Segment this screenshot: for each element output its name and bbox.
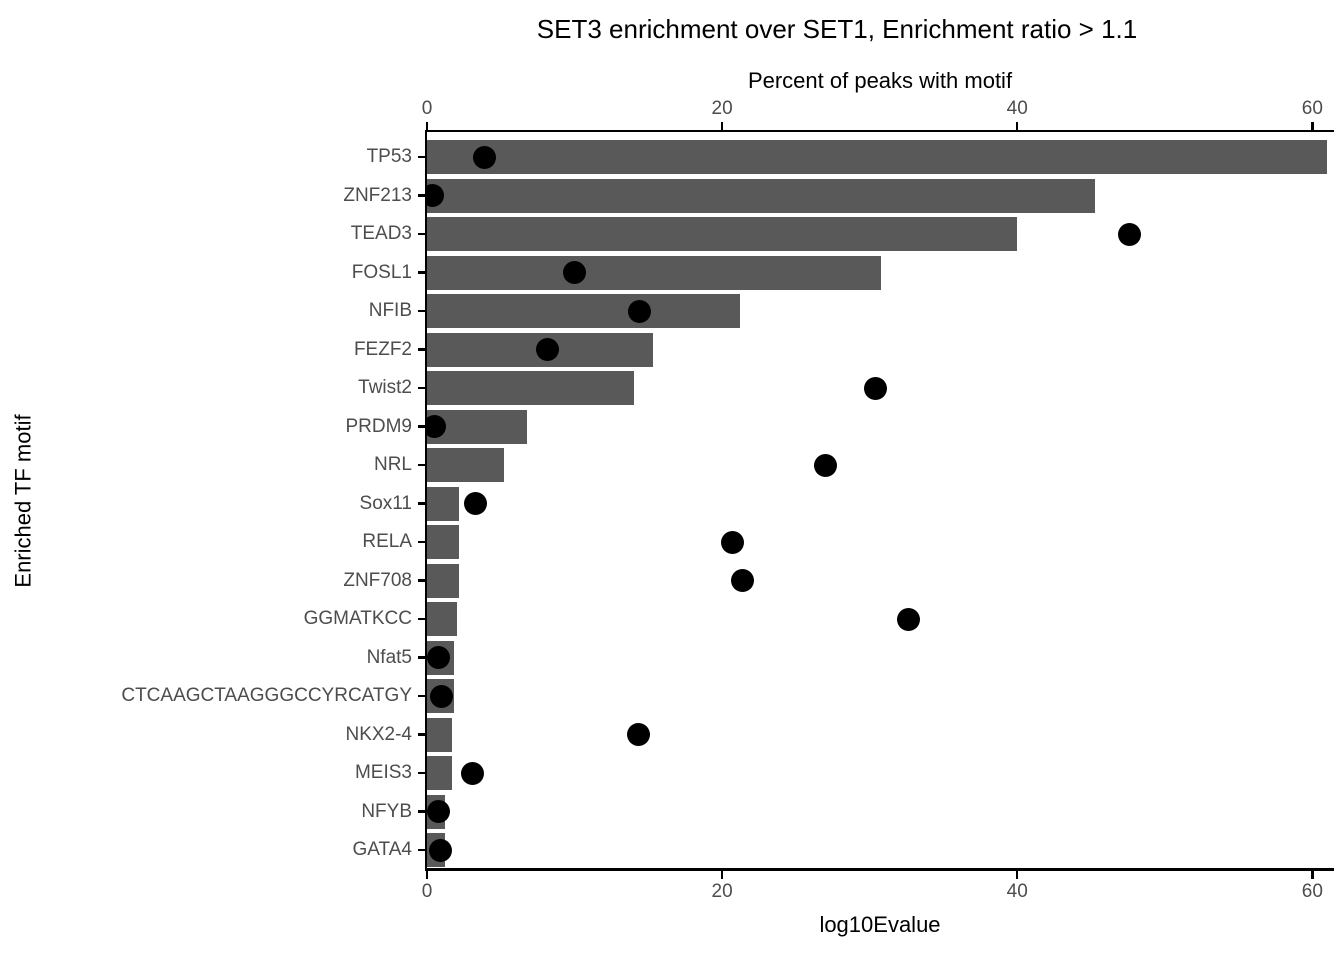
tick-mark-0 bbox=[425, 870, 429, 879]
tick-mark-60 bbox=[1311, 870, 1314, 879]
point-TEAD3 bbox=[1117, 222, 1141, 246]
tick-mark-40 bbox=[1015, 870, 1019, 879]
category-tick-FEZF2 bbox=[418, 348, 426, 351]
bar-TEAD3 bbox=[427, 217, 1018, 251]
category-tick-Nfat5 bbox=[418, 656, 426, 659]
bar-TP53 bbox=[427, 140, 1328, 174]
point-ZNF708 bbox=[731, 569, 755, 592]
point-GGMATKCC bbox=[896, 607, 920, 631]
category-tick-TP53 bbox=[418, 155, 426, 159]
bottom-axis-tick-labels: 0 20 40 60 bbox=[422, 880, 1333, 904]
category-label-FOSL1: FOSL1 bbox=[351, 261, 412, 283]
category-tick-ZNF708 bbox=[418, 579, 426, 582]
category-label-MEIS3: MEIS3 bbox=[354, 762, 412, 783]
category-label-NFIB: NFIB bbox=[368, 300, 412, 321]
category-tick-Sox11 bbox=[418, 502, 426, 505]
point-FOSL1 bbox=[563, 261, 587, 284]
category-label-GGMATKCC: GGMATKCC bbox=[303, 608, 412, 629]
bar-ZNF213 bbox=[427, 178, 1096, 213]
tick-label-0: 0 bbox=[421, 881, 433, 902]
bottom-axis-ticks bbox=[425, 870, 1333, 879]
category-label-Nfat5: Nfat5 bbox=[366, 646, 412, 668]
point-MEIS3 bbox=[461, 761, 485, 785]
point-NFYB bbox=[427, 800, 451, 823]
category-label-ZNF708: ZNF708 bbox=[343, 569, 412, 591]
bar-NKX2-4 bbox=[427, 717, 453, 752]
chart-title: SET3 enrichment over SET1, Enrichment ra… bbox=[536, 14, 1138, 44]
category-label-TEAD3: TEAD3 bbox=[350, 223, 412, 244]
bar-GGMATKCC bbox=[427, 602, 457, 636]
category-tick-PRDM9 bbox=[418, 425, 426, 428]
point-RELA bbox=[720, 530, 744, 554]
point-Sox11 bbox=[464, 492, 488, 515]
tick-mark-60 bbox=[1311, 121, 1314, 130]
category-label-Twist2: Twist2 bbox=[358, 377, 412, 398]
point-Nfat5 bbox=[427, 646, 451, 669]
tick-label-40: 40 bbox=[1006, 98, 1028, 119]
tick-mark-20 bbox=[720, 121, 724, 130]
bar-FOSL1 bbox=[427, 255, 882, 290]
point-TP53 bbox=[473, 145, 497, 169]
category-label-CTCAAGCTAAGGGCCYRCATGY: CTCAAGCTAAGGGCCYRCATGY bbox=[121, 685, 412, 706]
category-label-RELA: RELA bbox=[362, 531, 412, 552]
category-label-Sox11: Sox11 bbox=[359, 492, 412, 514]
bar-NRL bbox=[427, 448, 504, 482]
bottom-axis-title: log10Evalue bbox=[819, 912, 941, 937]
category-label-NKX2-4: NKX2-4 bbox=[345, 723, 412, 745]
category-tick-MEIS3 bbox=[418, 771, 426, 775]
category-label-NRL: NRL bbox=[373, 454, 412, 475]
tick-label-20: 20 bbox=[711, 98, 733, 119]
point-GATA4 bbox=[428, 838, 452, 862]
point-NRL bbox=[813, 453, 837, 477]
category-tick-NFIB bbox=[418, 309, 426, 313]
category-label-NFYB: NFYB bbox=[361, 800, 412, 822]
category-tick-FOSL1 bbox=[418, 271, 426, 274]
category-tick-RELA bbox=[418, 540, 426, 544]
tick-label-60: 60 bbox=[1301, 881, 1323, 902]
category-tick-TEAD3 bbox=[418, 232, 426, 236]
tick-label-20: 20 bbox=[711, 881, 733, 902]
point-Twist2 bbox=[864, 376, 888, 400]
bar-Sox11 bbox=[427, 486, 460, 521]
tick-label-60: 60 bbox=[1301, 98, 1323, 119]
bar-ZNF708 bbox=[427, 563, 460, 598]
category-tick-NFYB bbox=[418, 810, 426, 813]
bar-RELA bbox=[427, 525, 460, 559]
y-axis-line bbox=[424, 129, 427, 871]
top-axis-line bbox=[424, 129, 1334, 132]
category-label-FEZF2: FEZF2 bbox=[353, 338, 412, 360]
tick-label-40: 40 bbox=[1006, 881, 1028, 902]
category-label-GATA4: GATA4 bbox=[352, 839, 412, 860]
point-NFIB bbox=[627, 299, 651, 323]
category-tick-GGMATKCC bbox=[418, 617, 426, 621]
plot-panel bbox=[427, 132, 1333, 868]
top-axis-tick-labels: 0 20 40 60 bbox=[422, 97, 1333, 121]
bottom-axis-line bbox=[424, 868, 1334, 871]
top-axis-ticks bbox=[425, 121, 1333, 130]
tick-mark-40 bbox=[1015, 121, 1019, 130]
point-CTCAAGCTAAGGGCCYRCATGY bbox=[430, 684, 454, 708]
tick-label-0: 0 bbox=[421, 98, 433, 119]
category-tick-CTCAAGCTAAGGGCCYRCATGY bbox=[418, 694, 426, 698]
point-NKX2-4 bbox=[626, 723, 650, 746]
top-axis-title: Percent of peaks with motif bbox=[747, 68, 1013, 93]
bar-MEIS3 bbox=[427, 756, 453, 790]
bar-Twist2 bbox=[427, 371, 634, 405]
point-ZNF213 bbox=[427, 184, 445, 207]
bar-NFIB bbox=[427, 294, 740, 328]
point-FEZF2 bbox=[536, 338, 560, 361]
tick-mark-20 bbox=[720, 870, 724, 879]
category-label-TP53: TP53 bbox=[366, 146, 412, 167]
category-tick-Twist2 bbox=[418, 386, 426, 390]
point-PRDM9 bbox=[427, 415, 446, 438]
category-tick-ZNF213 bbox=[418, 194, 426, 197]
category-tick-NKX2-4 bbox=[418, 733, 426, 736]
category-label-PRDM9: PRDM9 bbox=[345, 415, 412, 437]
tick-mark-0 bbox=[425, 121, 429, 130]
category-tick-NRL bbox=[418, 463, 426, 467]
category-tick-GATA4 bbox=[418, 848, 426, 852]
category-label-ZNF213: ZNF213 bbox=[343, 184, 412, 206]
